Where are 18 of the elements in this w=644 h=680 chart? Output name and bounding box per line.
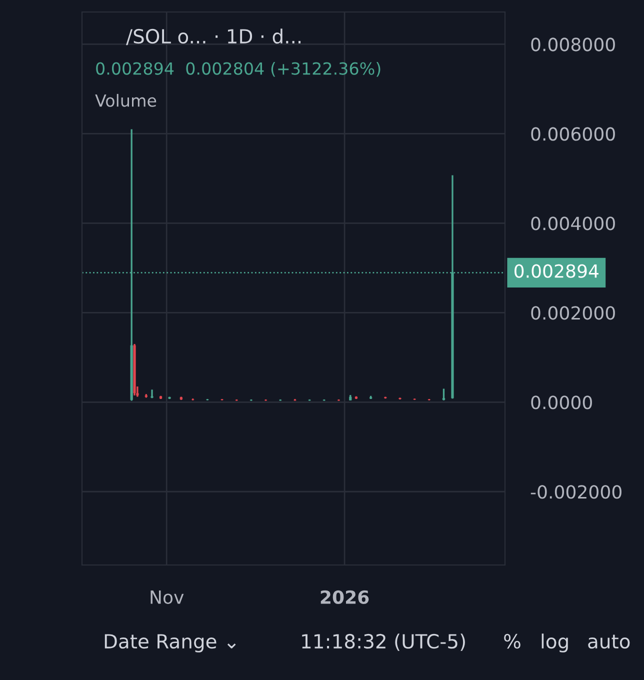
x-tick-label: 2026 <box>320 590 369 604</box>
y-tick-label: 0.004000 <box>531 216 615 230</box>
text: 0.002894 0.002804 (+3122.36%) <box>96 62 380 77</box>
text: auto <box>588 634 630 649</box>
text: % <box>504 634 520 649</box>
y-tick-label: 0.006000 <box>531 127 615 141</box>
y-tick-label: 0.0000 <box>531 396 592 410</box>
y-tick-label: 0.002000 <box>531 306 615 320</box>
ref-line-label: 0.002894 <box>514 264 598 278</box>
candlestick <box>442 388 446 402</box>
text: Date Range ⌄ <box>104 634 236 652</box>
text: 11:18:32 (UTC-5) <box>302 634 465 651</box>
text: /SOL o... · 1D · d... <box>126 28 301 46</box>
y-tick-label: -0.002000 <box>530 485 622 499</box>
annotation: Volume <box>95 94 156 107</box>
text: log <box>542 634 568 652</box>
y-tick-label: 0.008000 <box>531 38 615 52</box>
x-tick-label: Nov <box>150 590 184 604</box>
